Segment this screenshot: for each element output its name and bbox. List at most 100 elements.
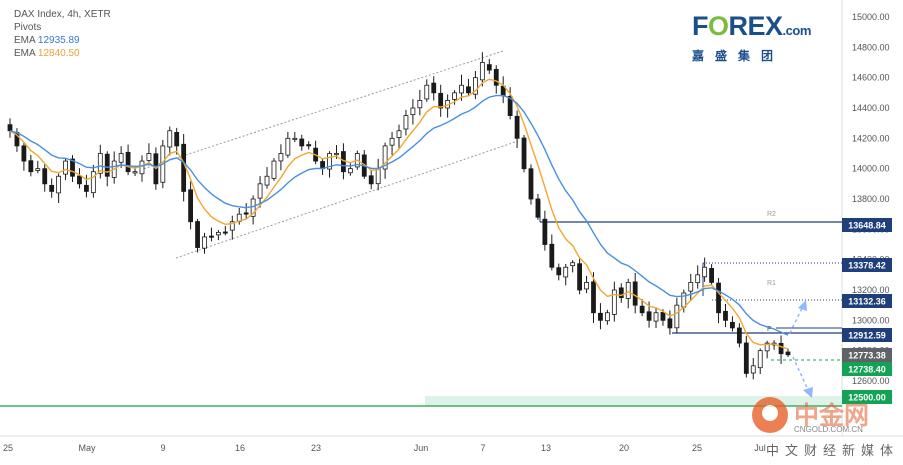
candle-body [438, 92, 444, 109]
support-zone [425, 396, 842, 406]
candle-body [618, 287, 624, 298]
price-label-text: 12500.00 [848, 393, 886, 403]
candle-body [598, 312, 603, 321]
forecast-down-arrow [792, 356, 810, 393]
forecast-down-arrowhead [803, 387, 813, 398]
candle-body [778, 342, 784, 355]
price-label-box [842, 390, 892, 404]
x-tick-label: 25 [3, 443, 13, 453]
x-tick-label: 20 [619, 443, 629, 453]
candle-body [632, 281, 638, 306]
price-labels: 13648.84 13378.42 13132.36 12912.59 12773.38… [842, 218, 892, 404]
candle-body [139, 160, 145, 175]
candle-body [653, 312, 659, 322]
logo-letter-f: F [692, 11, 709, 41]
y-tick-label: 14000.00 [852, 164, 890, 174]
ema-orange-line [9, 78, 789, 350]
forex-logo-subtitle: 嘉盛集团 [692, 49, 785, 63]
forex-logo: FOREX.com 嘉盛集团 [692, 12, 832, 64]
x-tick-label: 23 [311, 443, 321, 453]
candle-body [660, 312, 666, 321]
candle-body [181, 143, 187, 192]
candle-body [271, 160, 277, 179]
candle-body [667, 318, 673, 329]
candle-body [591, 281, 596, 314]
candle-body [431, 82, 437, 94]
candle-body [695, 274, 701, 284]
candle-body [278, 153, 284, 162]
price-label-text: 13648.84 [848, 221, 886, 231]
candle-body [299, 138, 305, 147]
candle-body [688, 282, 694, 292]
candle-body [49, 184, 55, 192]
candle-body [459, 84, 464, 94]
candle-body [730, 321, 735, 329]
candle-body [486, 64, 492, 71]
candle-body [292, 137, 298, 140]
legend-indicator: Pivots [14, 22, 42, 33]
candle-body [306, 144, 312, 147]
candle-body [466, 86, 471, 94]
candle-body [42, 168, 48, 185]
time-axis: 25 May 9 16 23 Jun 7 13 20 25 Jul [3, 443, 766, 453]
candle-body [77, 175, 82, 185]
x-tick-label: Jul [754, 443, 766, 453]
candle-body [736, 327, 742, 344]
candle-body [396, 130, 402, 138]
candle-body [70, 158, 75, 177]
x-tick-label: 7 [480, 443, 485, 453]
candle-body [709, 267, 714, 283]
candle-body [521, 137, 527, 170]
candle-body [243, 212, 249, 215]
candle-body [563, 266, 569, 278]
candle-body [347, 168, 353, 174]
candle-body [479, 62, 485, 81]
legend-symbol: DAX Index, 4h, XETR [14, 9, 111, 20]
legend-ema1-label: EMA [14, 35, 36, 46]
candle-body [257, 183, 263, 199]
candle-body [716, 282, 721, 314]
candle-body [743, 342, 749, 374]
candle-body [604, 312, 610, 322]
candle-body [757, 350, 763, 369]
y-tick-label: 13800.00 [852, 194, 890, 204]
candle-body [570, 262, 576, 267]
x-tick-label: 25 [692, 443, 702, 453]
candle-body [28, 160, 34, 173]
y-tick-label: 14600.00 [852, 73, 890, 83]
candle-body [125, 151, 131, 173]
candle-body [188, 189, 194, 223]
candle-body [584, 282, 589, 290]
candle-body [35, 168, 41, 171]
candle-body [723, 310, 728, 321]
candle-body [542, 218, 548, 245]
candle-body [209, 235, 214, 238]
candle-body [417, 100, 423, 109]
candle-body [264, 175, 270, 186]
candle-body [702, 266, 708, 278]
y-tick-label: 15000.00 [852, 12, 890, 22]
candle-body [104, 153, 110, 177]
pivot-label-p: P [767, 326, 772, 333]
chart-legend: DAX Index, 4h, XETR Pivots EMA 12935.89 … [14, 8, 111, 60]
candle-body [577, 263, 583, 291]
candle-body [625, 282, 631, 299]
logo-letter-o: O [708, 11, 729, 41]
candle-body [549, 243, 555, 268]
legend-ema2: EMA 12840.50 [14, 47, 111, 60]
x-tick-label: 16 [235, 443, 245, 453]
price-label-text: 12773.38 [848, 351, 886, 361]
candle-body [382, 145, 388, 170]
candle-body [410, 107, 416, 116]
x-tick-label: Jun [414, 443, 429, 453]
candle-body [215, 231, 221, 236]
candle-body [229, 221, 235, 231]
candle-body [167, 130, 173, 148]
candle-body [375, 168, 381, 185]
y-tick-label: 14200.00 [852, 133, 890, 143]
x-tick-label: May [78, 443, 96, 453]
candle-body [639, 305, 645, 314]
price-label-text: 13378.42 [848, 261, 886, 271]
